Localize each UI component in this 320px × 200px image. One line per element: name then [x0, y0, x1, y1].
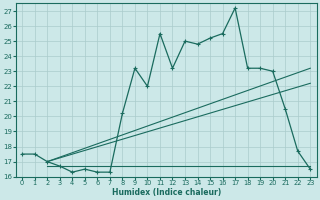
X-axis label: Humidex (Indice chaleur): Humidex (Indice chaleur): [112, 188, 221, 197]
